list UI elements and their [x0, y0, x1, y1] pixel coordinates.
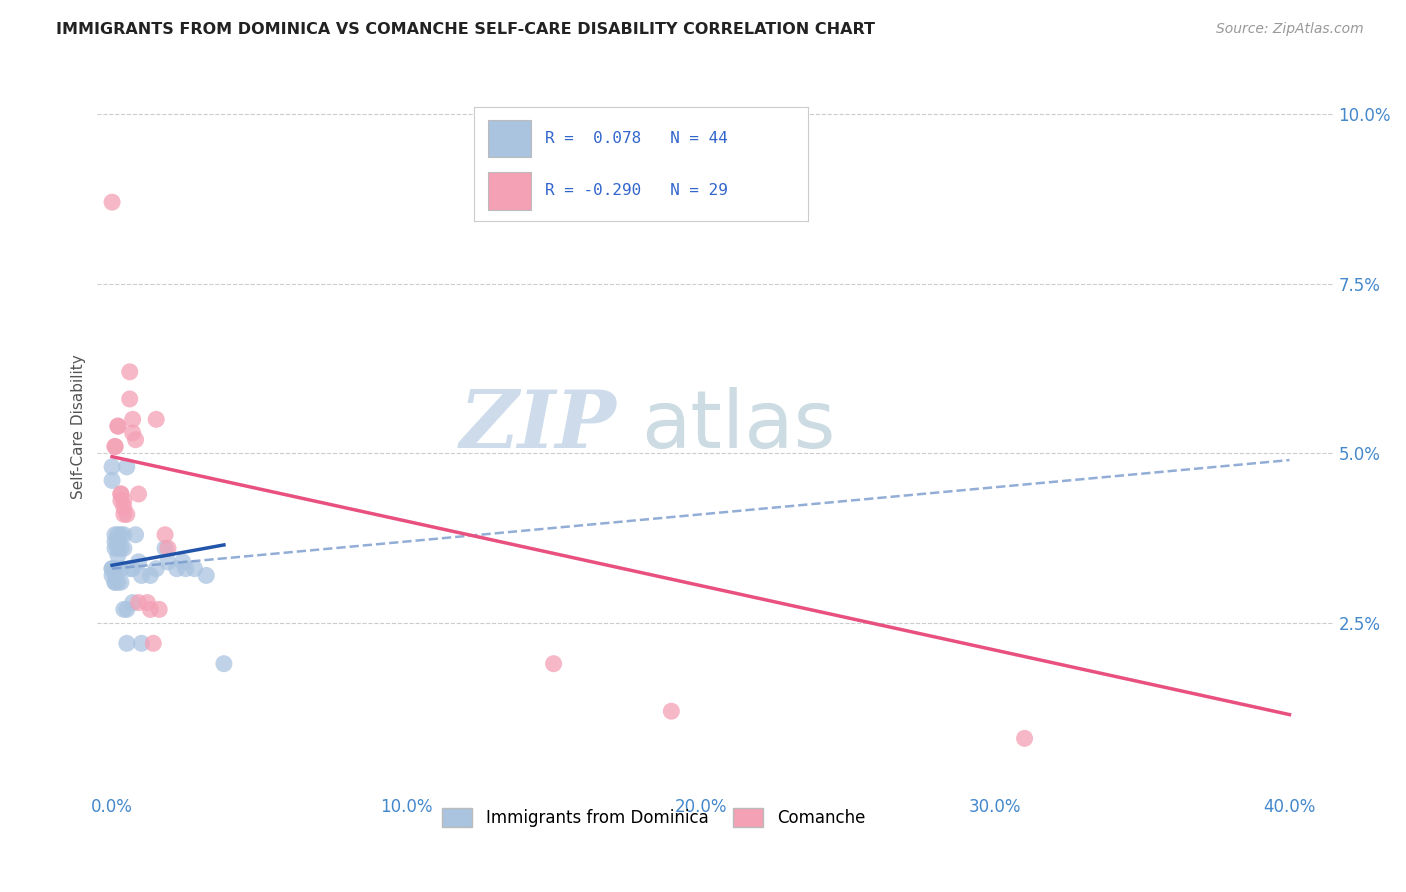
- Text: atlas: atlas: [641, 387, 835, 465]
- Point: [156, 555, 179, 569]
- Point: [101, 459, 124, 474]
- Point: [139, 602, 162, 616]
- Point: [107, 534, 129, 549]
- Text: Source: ZipAtlas.com: Source: ZipAtlas.com: [1216, 22, 1364, 37]
- Point: [101, 195, 124, 210]
- Point: [131, 568, 153, 582]
- Point: [136, 596, 159, 610]
- Point: [112, 500, 135, 515]
- Point: [112, 527, 135, 541]
- Text: ZIP: ZIP: [460, 387, 617, 465]
- Point: [110, 541, 132, 556]
- Point: [174, 562, 197, 576]
- Y-axis label: Self-Care Disability: Self-Care Disability: [72, 354, 86, 499]
- Point: [101, 562, 124, 576]
- Point: [153, 527, 176, 541]
- Point: [115, 459, 138, 474]
- Text: IMMIGRANTS FROM DOMINICA VS COMANCHE SELF-CARE DISABILITY CORRELATION CHART: IMMIGRANTS FROM DOMINICA VS COMANCHE SEL…: [56, 22, 876, 37]
- Point: [121, 596, 143, 610]
- Point: [115, 508, 138, 522]
- Point: [121, 425, 143, 440]
- Point: [110, 562, 132, 576]
- Point: [104, 440, 127, 454]
- Point: [121, 562, 143, 576]
- Point: [110, 487, 132, 501]
- Point: [148, 602, 170, 616]
- Point: [104, 440, 127, 454]
- Point: [124, 527, 146, 541]
- Point: [183, 562, 205, 576]
- Point: [166, 562, 188, 576]
- Point: [107, 419, 129, 434]
- Point: [112, 541, 135, 556]
- Legend: Immigrants from Dominica, Comanche: Immigrants from Dominica, Comanche: [434, 800, 873, 836]
- Point: [101, 474, 124, 488]
- Point: [115, 636, 138, 650]
- Point: [110, 493, 132, 508]
- Point: [107, 541, 129, 556]
- Point: [104, 534, 127, 549]
- Point: [104, 575, 127, 590]
- Point: [1014, 731, 1036, 746]
- Point: [128, 487, 150, 501]
- Point: [118, 365, 141, 379]
- Point: [195, 568, 218, 582]
- Point: [118, 562, 141, 576]
- Point: [101, 562, 124, 576]
- Point: [543, 657, 565, 671]
- Point: [115, 602, 138, 616]
- Point: [153, 541, 176, 556]
- Point: [104, 568, 127, 582]
- Point: [142, 636, 165, 650]
- Point: [659, 704, 682, 718]
- Point: [104, 575, 127, 590]
- Point: [128, 596, 150, 610]
- Point: [156, 541, 179, 556]
- Point: [112, 508, 135, 522]
- Point: [145, 412, 167, 426]
- Point: [131, 636, 153, 650]
- Point: [145, 562, 167, 576]
- Point: [110, 487, 132, 501]
- Point: [172, 555, 194, 569]
- Point: [118, 392, 141, 406]
- Point: [101, 568, 124, 582]
- Point: [107, 575, 129, 590]
- Point: [107, 548, 129, 562]
- Point: [107, 527, 129, 541]
- Point: [104, 562, 127, 576]
- Point: [107, 419, 129, 434]
- Point: [212, 657, 235, 671]
- Point: [112, 602, 135, 616]
- Point: [112, 493, 135, 508]
- Point: [110, 575, 132, 590]
- Point: [104, 527, 127, 541]
- Point: [124, 433, 146, 447]
- Point: [121, 412, 143, 426]
- Point: [128, 555, 150, 569]
- Point: [110, 527, 132, 541]
- Point: [139, 568, 162, 582]
- Point: [104, 541, 127, 556]
